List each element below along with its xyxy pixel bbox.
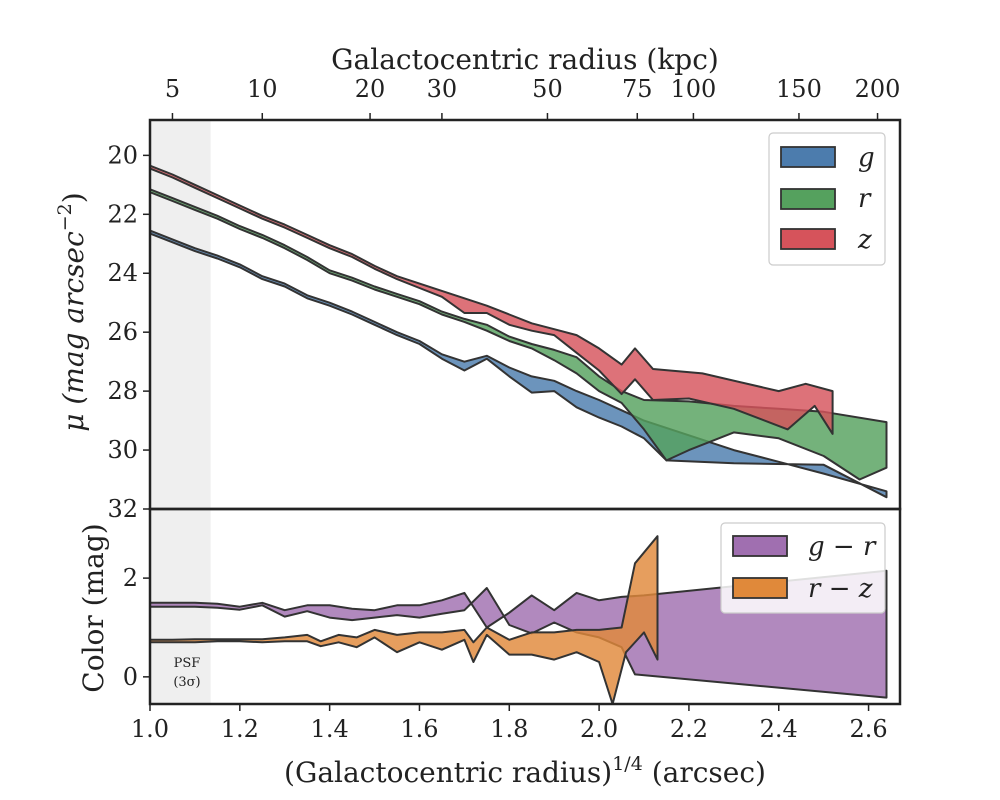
legend-swatch-z bbox=[780, 228, 836, 250]
band-r-z bbox=[150, 535, 659, 704]
legend-label-r-z: r − z bbox=[808, 574, 873, 604]
top-x-tick-label: 100 bbox=[671, 75, 717, 103]
x-tick-label: 1.4 bbox=[311, 715, 349, 743]
top-x-tick-label: 10 bbox=[247, 75, 278, 103]
bottom-y-tick-label: 0 bbox=[123, 663, 138, 691]
bottom-panel-series bbox=[150, 535, 888, 704]
psf-sublabel: (3σ) bbox=[173, 675, 200, 690]
x-tick-label: 2.2 bbox=[670, 715, 708, 743]
top-y-tick-label: 32 bbox=[107, 495, 138, 523]
top-x-tick-label: 20 bbox=[355, 75, 386, 103]
x-tick-label: 1.0 bbox=[131, 715, 169, 743]
top-y-tick-label: 28 bbox=[107, 377, 138, 405]
top-y-tick-label: 30 bbox=[107, 436, 138, 464]
bottom-panel-frame bbox=[148, 507, 902, 706]
top-y-tick-label: 22 bbox=[107, 200, 138, 228]
top-y-tick-label: 24 bbox=[107, 259, 138, 287]
psf-label: PSF bbox=[174, 656, 201, 671]
x-tick-label: 2.6 bbox=[849, 715, 887, 743]
legend-swatch-r bbox=[780, 188, 836, 210]
x-tick-label: 2.4 bbox=[760, 715, 798, 743]
band-g-r bbox=[150, 569, 888, 699]
legend-swatch-r-z bbox=[732, 577, 788, 599]
x-tick-label: 2.0 bbox=[580, 715, 618, 743]
top-x-tick-label: 200 bbox=[855, 75, 901, 103]
bottom-legend: g − r r − z bbox=[720, 522, 886, 614]
x-tick-label: 1.6 bbox=[400, 715, 438, 743]
top-axis-title: Galactocentric radius (kpc) bbox=[331, 43, 719, 76]
legend-label-z: z bbox=[857, 225, 872, 255]
x-axis-title: (Galactocentric radius)1/4 (arcsec) bbox=[284, 753, 766, 789]
top-y-axis-title: μ (mag arcsec−2) bbox=[54, 192, 90, 431]
top-x-tick-label: 50 bbox=[532, 75, 563, 103]
x-tick-label: 1.8 bbox=[490, 715, 528, 743]
top-panel-series bbox=[150, 164, 888, 499]
legend-swatch-g-r bbox=[732, 535, 788, 557]
top-x-tick-label: 75 bbox=[622, 75, 653, 103]
legend-label-g-r: g − r bbox=[808, 532, 877, 562]
psf-band-top bbox=[150, 120, 211, 509]
top-x-tick-label: 150 bbox=[776, 75, 822, 103]
axis-ticks: 20 22 24 26 28 30 32 0 2 1.0 1.2 1.4 1.6 1.8 2.0 2.2 2.4… bbox=[107, 75, 900, 743]
legend-label-g: g bbox=[858, 143, 875, 173]
top-y-tick-label: 20 bbox=[107, 141, 138, 169]
top-legend: g r z bbox=[768, 132, 886, 266]
legend-swatch-g bbox=[780, 146, 836, 168]
band-z bbox=[150, 164, 834, 435]
top-x-tick-label: 30 bbox=[427, 75, 458, 103]
bottom-y-axis-title: Color (mag) bbox=[77, 523, 110, 692]
x-tick-label: 1.2 bbox=[221, 715, 259, 743]
band-r bbox=[150, 188, 888, 481]
bottom-y-tick-label: 2 bbox=[123, 564, 138, 592]
legend-label-r: r bbox=[858, 184, 872, 214]
band-g bbox=[150, 229, 888, 499]
top-y-tick-label: 26 bbox=[107, 318, 138, 346]
top-x-tick-label: 5 bbox=[165, 75, 180, 103]
